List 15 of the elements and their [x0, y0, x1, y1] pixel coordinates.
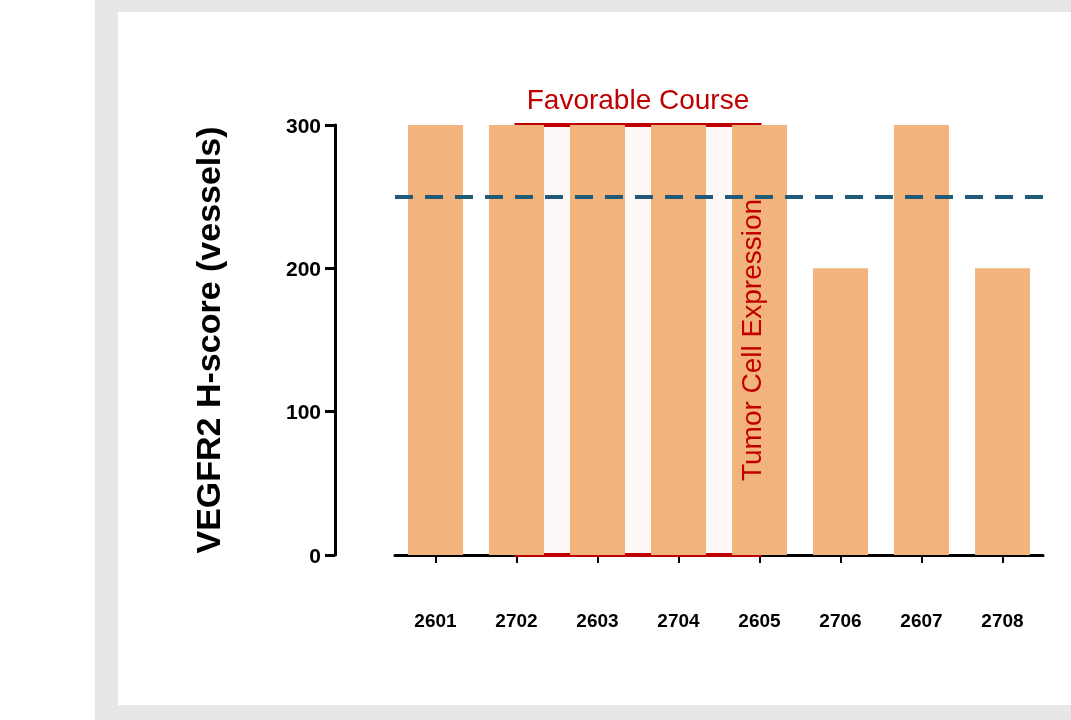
band-label: Favorable Course: [526, 83, 750, 115]
x-tick-label: 2702: [495, 610, 538, 631]
y-tick-label: 100: [285, 400, 321, 424]
x-tick-label: 2706: [819, 610, 862, 631]
x-tick-label: 2601: [414, 610, 458, 631]
y-axis-title: VEGFR2 H-score (vessels): [189, 126, 227, 554]
y-tick-label: 200: [285, 256, 321, 280]
annotation: Tumor Cell Expression: [736, 198, 767, 482]
y-tick-label: 0: [309, 543, 321, 567]
y-tick-label: 300: [285, 113, 321, 137]
x-tick-label: 2708: [981, 610, 1024, 631]
x-tick-label: 2704: [657, 610, 701, 631]
x-tick-label: 2603: [576, 610, 619, 631]
x-tick-label: 2605: [738, 610, 782, 631]
x-tick-label: 2607: [900, 610, 943, 631]
